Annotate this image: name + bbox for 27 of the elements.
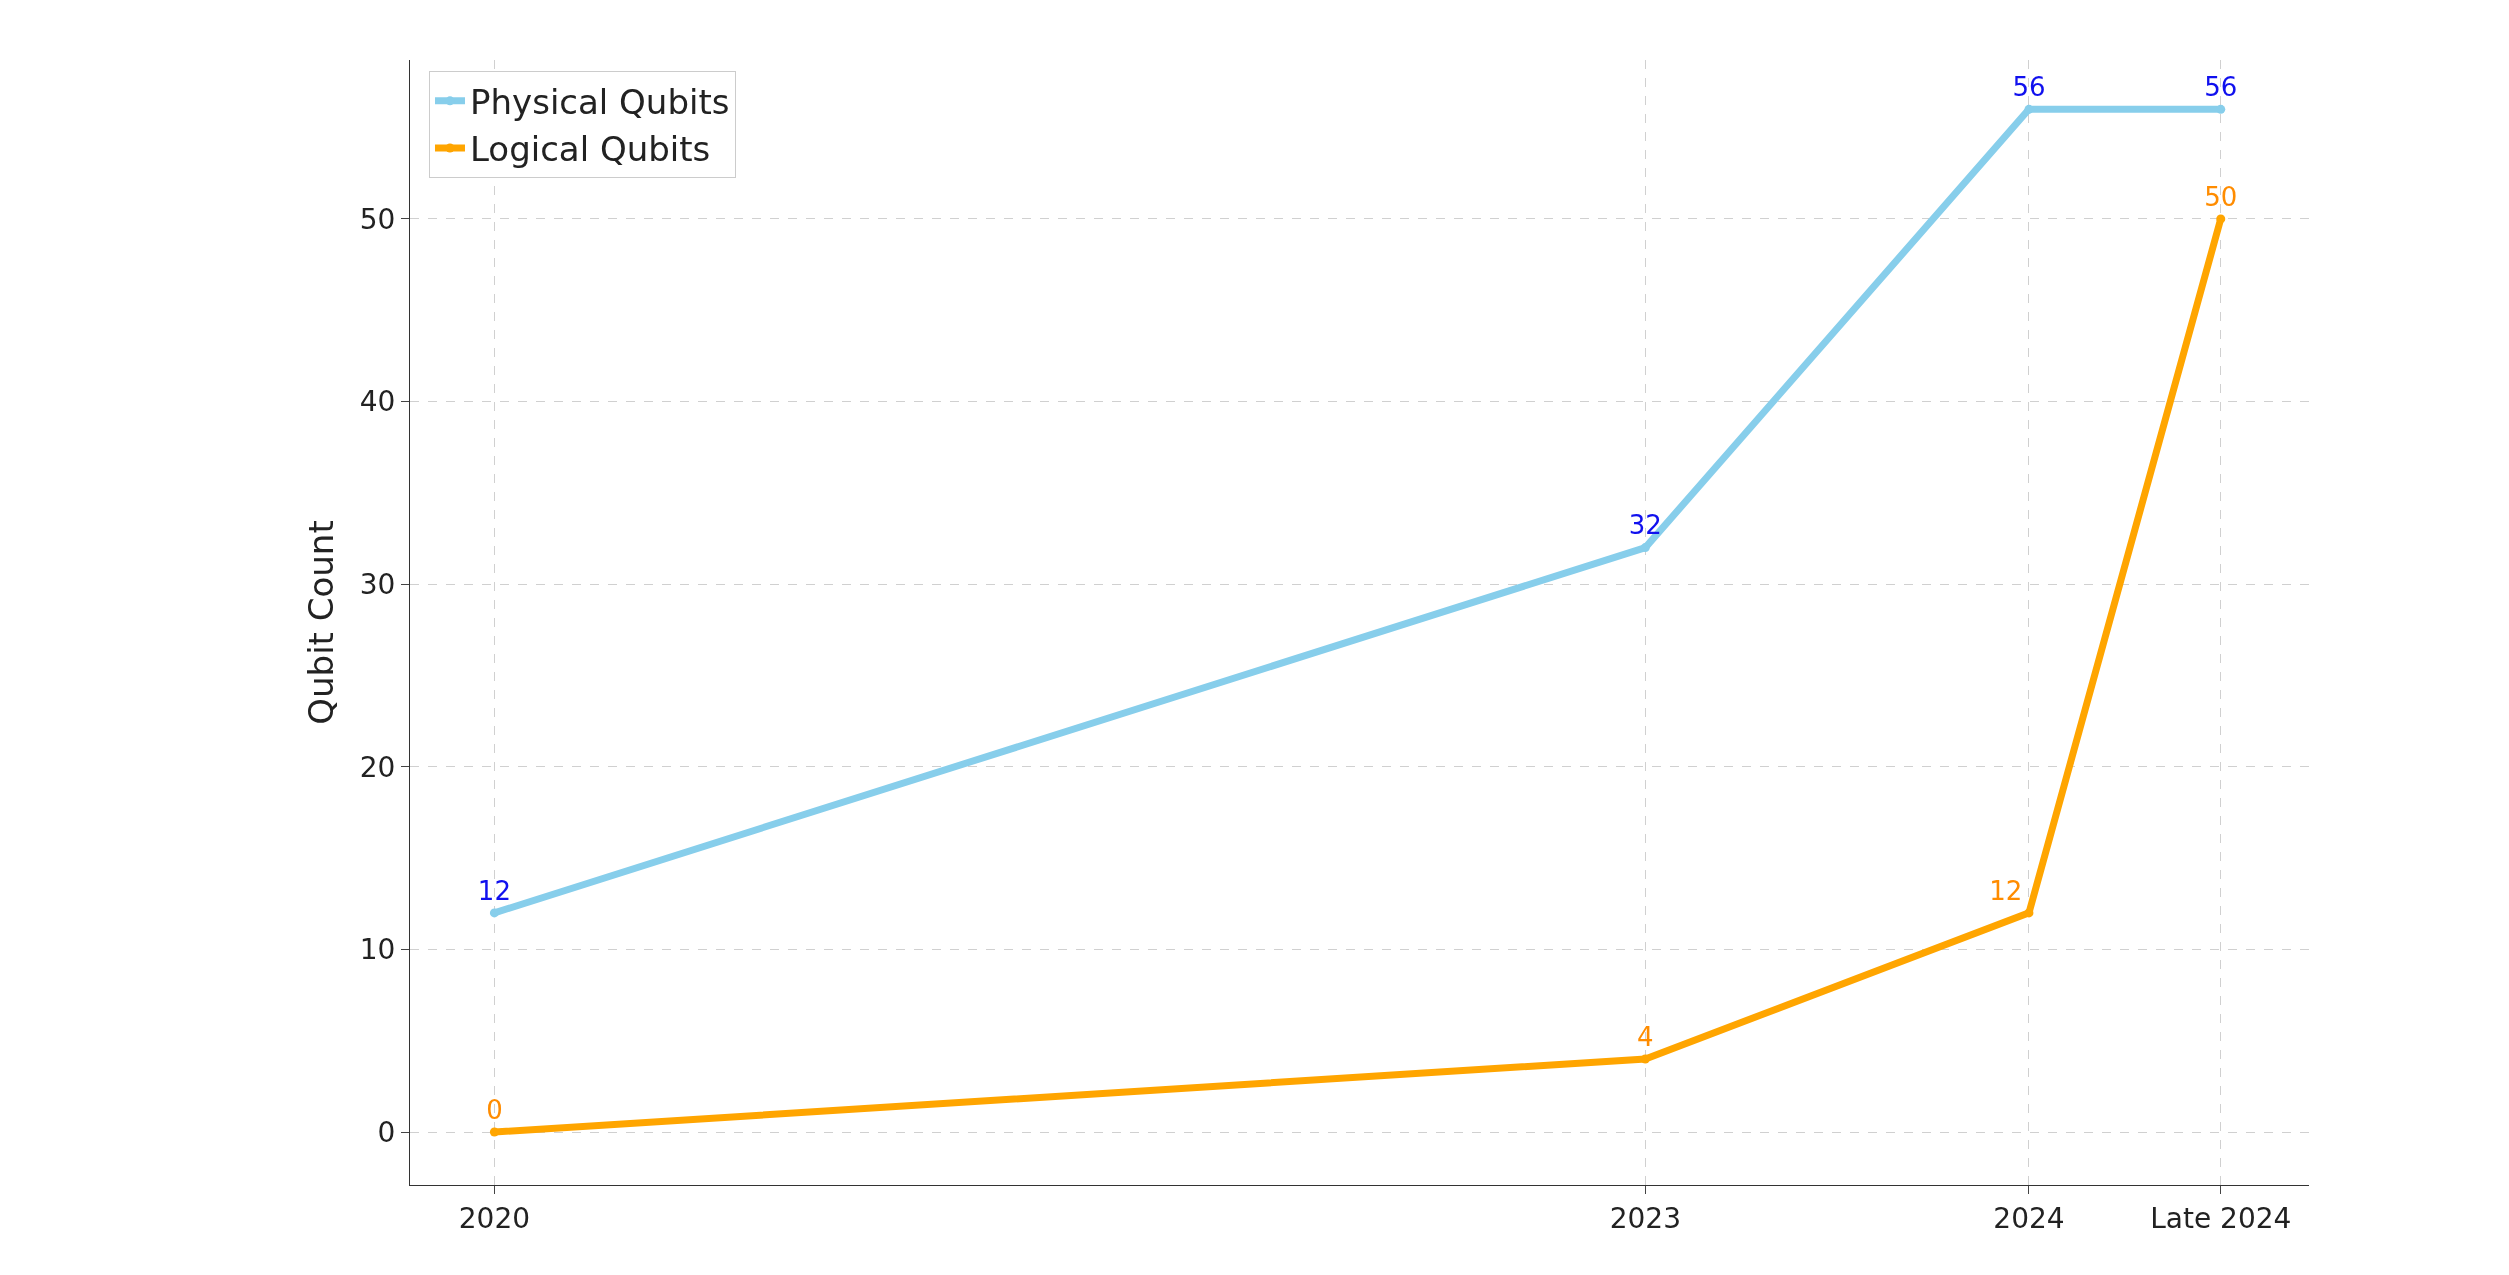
y-tick-label: 50: [359, 202, 396, 236]
data-label: 56: [2012, 72, 2046, 103]
y-tick-label: 10: [359, 933, 396, 967]
data-label: 12: [1989, 875, 2023, 906]
y-tick-label: 40: [359, 385, 396, 419]
y-axis-title: Qubit Count: [301, 520, 342, 725]
y-tick-label: 30: [359, 567, 396, 601]
legend-label: Physical Qubits: [469, 82, 730, 123]
x-tick-label: 2020: [458, 1201, 531, 1235]
x-tick-label: 2023: [1609, 1201, 1681, 1235]
y-tick-label: 20: [359, 750, 396, 784]
data-label: 4: [1637, 1021, 1654, 1052]
point: [1640, 543, 1650, 553]
legend-label: Logical Qubits: [469, 129, 711, 170]
x-tick-label: Late 2024: [2150, 1201, 2292, 1235]
point: [2024, 908, 2034, 918]
data-label: 56: [2204, 72, 2238, 103]
data-label: 0: [486, 1094, 503, 1125]
y-tick-label: 0: [377, 1115, 396, 1149]
data-label: 32: [1628, 510, 1662, 541]
point: [2216, 214, 2226, 224]
point: [489, 908, 499, 918]
x-tick-label: 2024: [1993, 1201, 2065, 1235]
point: [2216, 104, 2226, 114]
point: [489, 1127, 499, 1137]
data-label: 12: [477, 875, 511, 906]
data-label: 50: [2204, 181, 2238, 212]
